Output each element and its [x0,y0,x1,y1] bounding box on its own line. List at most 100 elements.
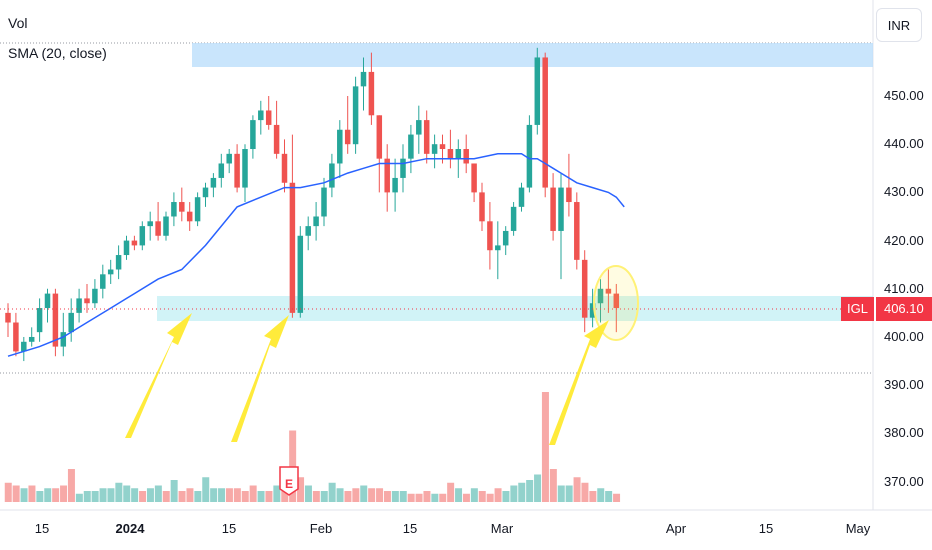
arrow-2 [231,315,289,442]
candle-body [5,312,11,323]
volume-bar [565,485,573,502]
legend-vol[interactable]: Vol [8,15,28,31]
candle-body [92,288,98,304]
candle [329,153,335,198]
candle-body [226,153,232,164]
candle [297,226,304,318]
candle-body [60,332,67,347]
candle [376,115,383,193]
candle [550,173,556,241]
candle-body [431,144,438,154]
candle [581,250,588,333]
candle [21,336,27,362]
volume-bar [281,491,289,502]
earnings-marker[interactable]: E [279,466,299,496]
candle [84,283,90,313]
candle-body [281,153,288,183]
candle [250,115,256,159]
candle [36,298,43,342]
candle-body [194,197,201,222]
annotation-arrows [125,313,609,445]
candle [400,144,406,193]
candle [147,211,153,241]
candle-body [210,177,217,188]
candle-body [597,288,604,304]
candle-body [463,149,469,164]
candle-body [273,124,280,154]
volume-bar [549,469,557,502]
last-price-tag: IGL 406.10 [841,297,932,321]
volume-bar [439,493,447,502]
candle-body [534,57,541,125]
volume-bar [139,491,147,502]
volume-bar [320,491,328,502]
candle-body [581,259,588,318]
volume-bar [344,491,352,502]
candle-body [344,129,351,145]
volume-bar [194,491,202,502]
volume-bar [273,485,281,502]
price-tag-value: 406.10 [875,297,932,321]
time-tick-label: 2024 [115,521,145,536]
currency-button[interactable]: INR [876,8,922,42]
volume-bar [99,488,107,502]
candle-body [558,187,564,231]
candle-body [376,115,383,159]
volume-bar [297,477,305,502]
candle [605,269,612,313]
candle [265,96,272,130]
candle-body [542,57,548,188]
candle [589,288,596,328]
volume-bar [131,488,139,502]
volume-bar [162,491,170,502]
volume-bar [312,491,320,502]
legend-sma[interactable]: SMA (20, close) [8,45,107,61]
candle [526,115,533,193]
candle [431,134,438,169]
volume-bar [352,488,360,502]
candle-body [518,187,525,207]
candle [510,202,517,236]
candle [186,202,193,231]
candle-body [502,230,509,246]
volume-bar [534,474,542,502]
candle [171,192,177,227]
candle [463,134,469,174]
volume-bar [573,477,581,502]
volume-bar [510,485,518,502]
volume-bar [154,485,162,502]
candle-body [171,202,177,217]
volume-bar [557,485,565,502]
candle-body [613,293,620,309]
candle-body [495,245,501,251]
candle [100,264,106,299]
volume-bar [12,485,20,502]
candle [155,202,161,241]
candle [368,52,375,125]
time-tick-label: Apr [665,521,687,536]
resistance-zone [192,43,873,67]
volume-bar [28,485,36,502]
price-tick-label: 400.00 [884,328,924,344]
volume-bar [52,488,60,502]
candle [487,202,493,270]
candle [68,298,74,342]
volume-bar [486,493,494,502]
arrow-3 [549,320,609,445]
candle-body [139,226,146,246]
volume-bar [107,488,115,502]
candle-body [28,336,35,342]
volume-bar [407,493,415,502]
volume-bar [225,488,233,502]
candle [392,158,398,212]
candle [447,129,454,169]
candle-body [408,134,414,159]
volume-bar [455,488,463,502]
candle [408,124,414,174]
time-tick-label: Feb [309,521,333,536]
candle-body [360,71,367,87]
volume-bar [178,491,186,502]
candle-body [574,202,580,260]
candle-body [242,149,248,188]
price-tag-symbol: IGL [841,297,874,321]
